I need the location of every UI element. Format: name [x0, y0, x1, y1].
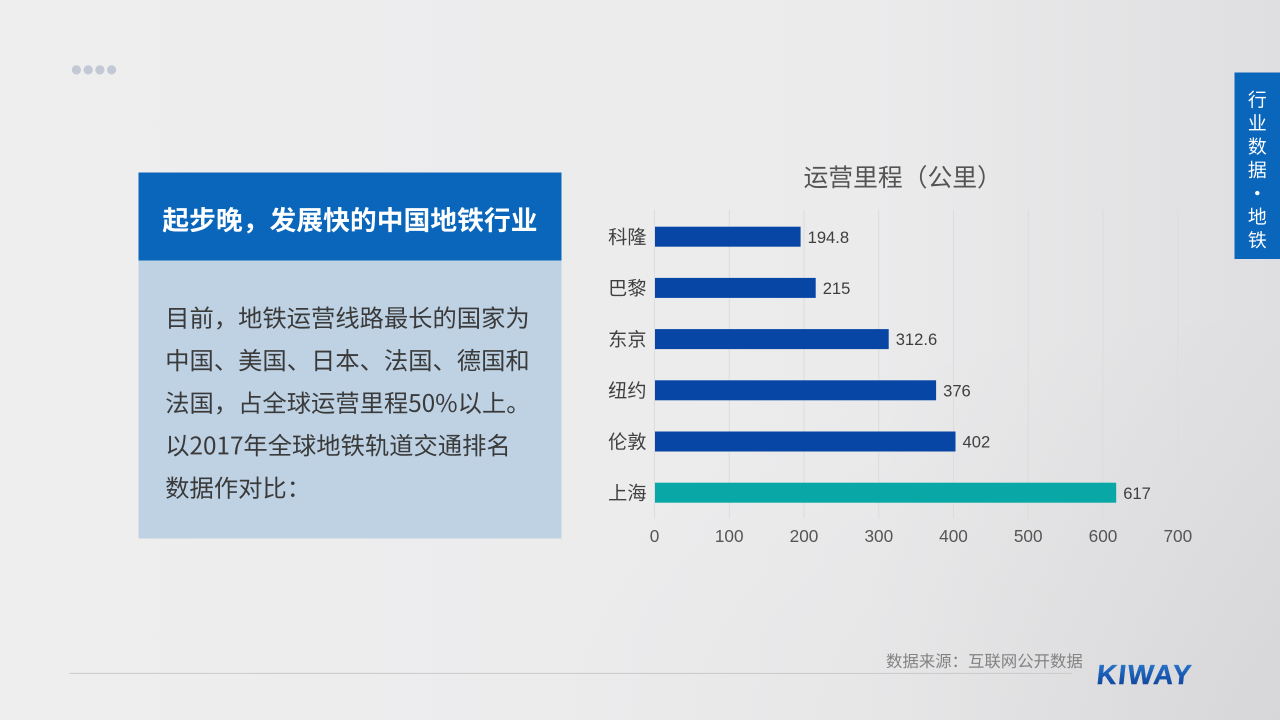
svg-text:500: 500: [1014, 526, 1043, 546]
svg-text:700: 700: [1163, 526, 1192, 546]
svg-text:312.6: 312.6: [896, 330, 938, 349]
svg-text:617: 617: [1123, 484, 1151, 503]
svg-text:200: 200: [790, 526, 819, 546]
svg-text:100: 100: [715, 526, 744, 546]
svg-text:300: 300: [864, 526, 893, 546]
svg-text:376: 376: [943, 381, 971, 400]
svg-text:215: 215: [823, 279, 851, 298]
svg-text:600: 600: [1089, 526, 1118, 546]
svg-text:194.8: 194.8: [808, 228, 850, 247]
svg-text:400: 400: [939, 526, 968, 546]
svg-text:402: 402: [963, 433, 991, 452]
svg-text:KIWAY: KIWAY: [1095, 659, 1194, 690]
svg-text:0: 0: [650, 526, 660, 546]
